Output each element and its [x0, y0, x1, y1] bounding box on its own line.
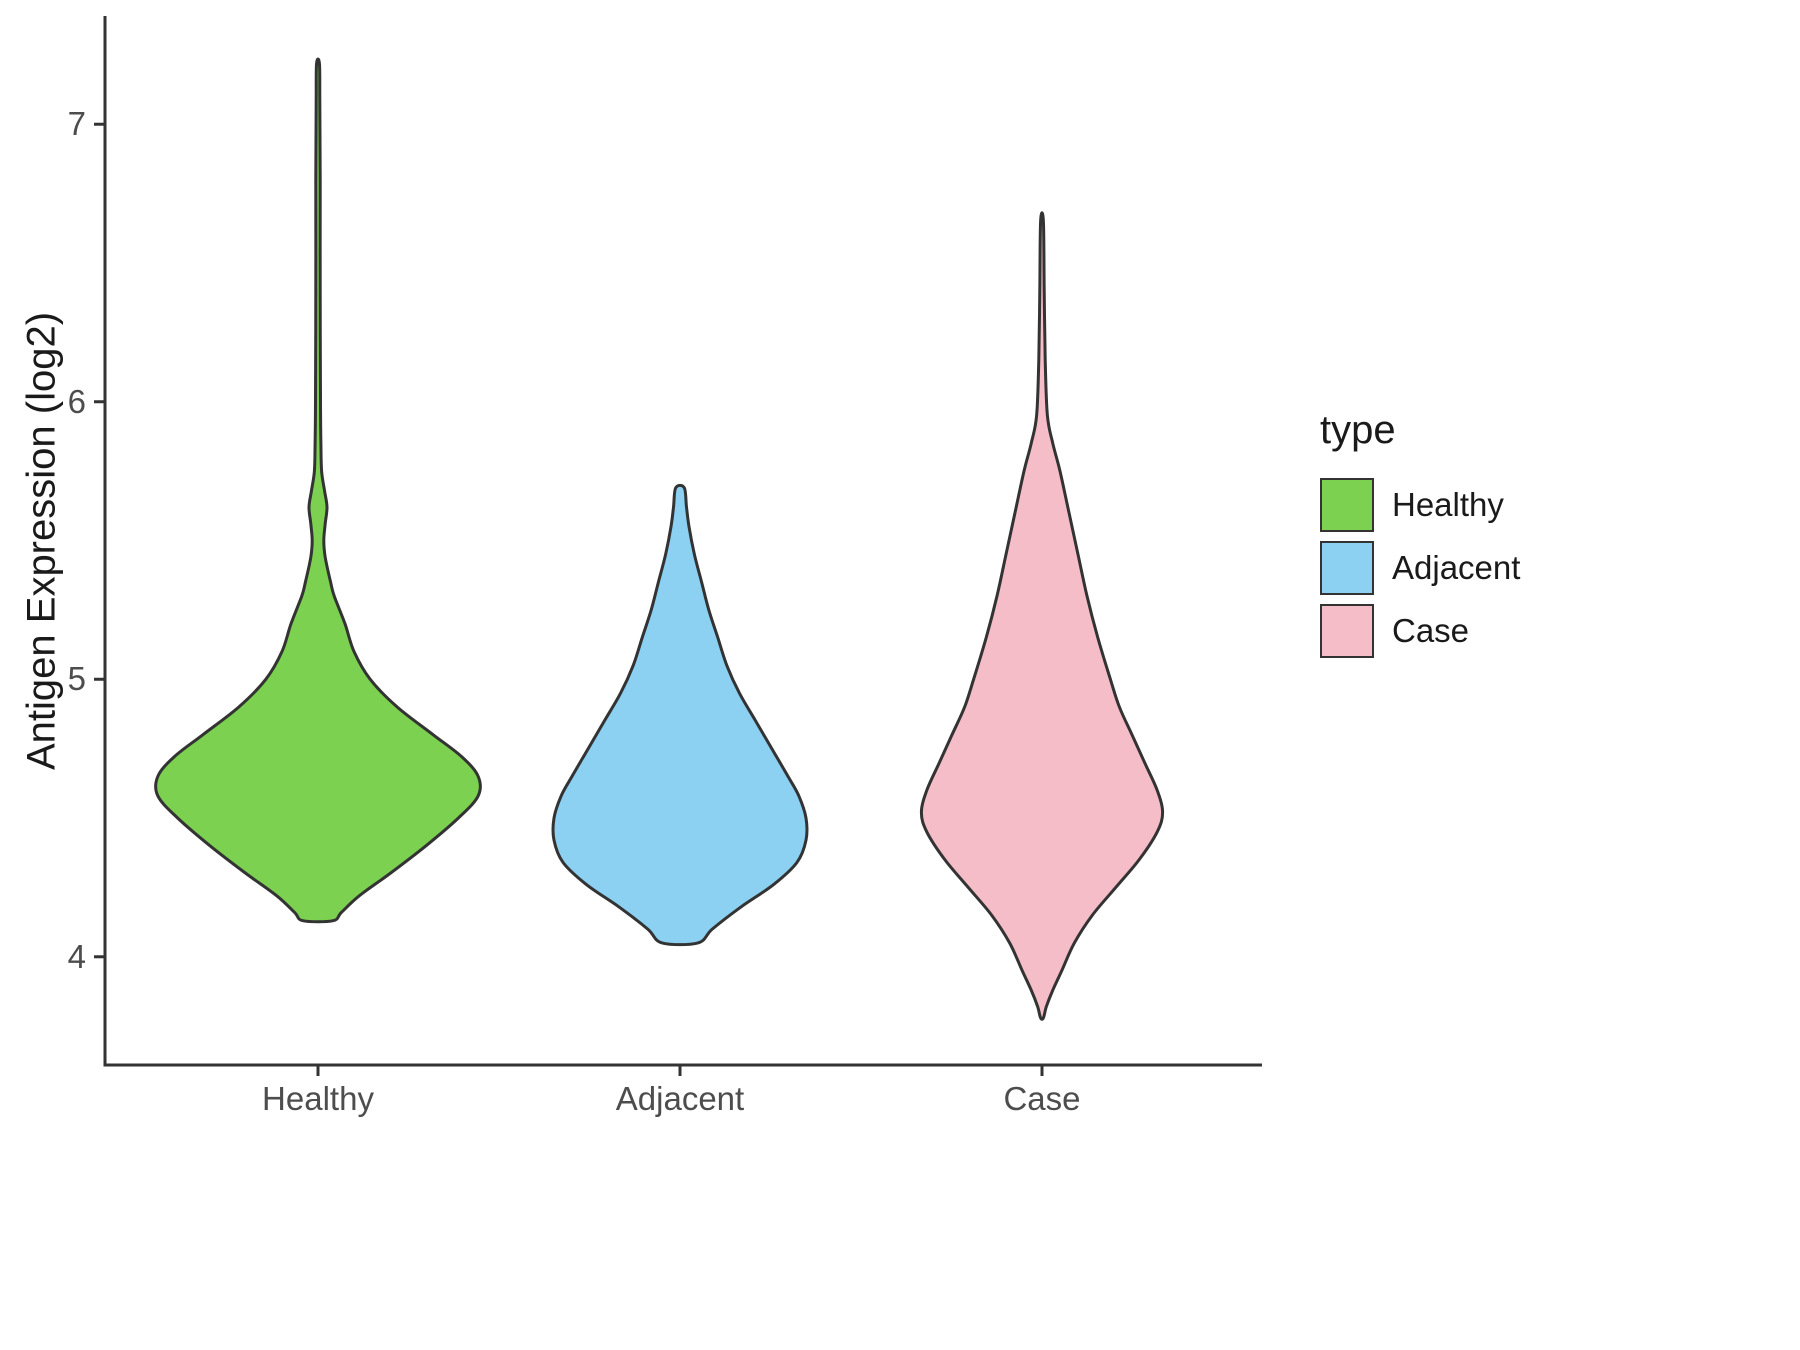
legend-label-healthy: Healthy — [1392, 486, 1504, 523]
legend-title: type — [1320, 408, 1396, 452]
legend-entry-adjacent: Adjacent — [1320, 538, 1520, 598]
legend-label-adjacent: Adjacent — [1392, 549, 1521, 586]
legend-label-case: Case — [1392, 612, 1470, 649]
y-tick-label: 6 — [67, 382, 86, 420]
legend-swatch-case-icon — [1320, 604, 1374, 658]
y-tick-label: 5 — [67, 660, 86, 698]
x-category-label-case: Case — [1003, 1080, 1081, 1117]
legend-swatch-adjacent-icon — [1320, 541, 1374, 595]
violin-adjacent — [551, 483, 809, 947]
violin-healthy — [154, 57, 482, 924]
x-category-label-healthy: Healthy — [262, 1080, 374, 1117]
legend-entry-healthy: Healthy — [1320, 475, 1520, 535]
x-category-label-adjacent: Adjacent — [615, 1080, 745, 1117]
violin-case — [919, 211, 1165, 1021]
legend-entry-case: Case — [1320, 601, 1520, 661]
y-tick-label: 4 — [67, 937, 86, 975]
legend: type Healthy Adjacent Case — [1320, 408, 1520, 664]
legend-swatch-healthy-icon — [1320, 478, 1374, 532]
y-axis-title: Antigen Expression (log2) — [19, 311, 64, 771]
y-tick-label: 7 — [67, 105, 86, 143]
